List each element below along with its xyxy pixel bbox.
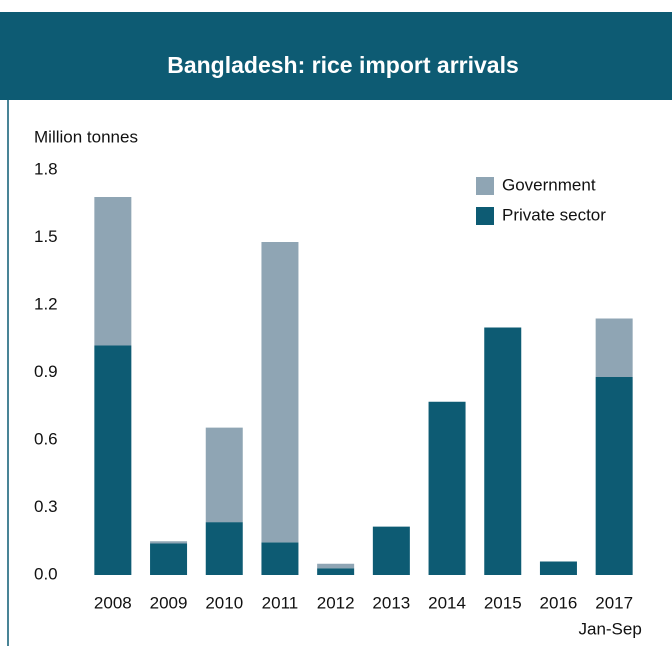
bar-segment [484,327,522,575]
y-tick-label: 1.8 [34,159,58,178]
bar-segment [150,543,188,575]
x-tick-label: 2015 [484,593,522,612]
x-tick-label: 2009 [150,593,188,612]
x-tick-label: 2011 [262,593,299,612]
y-axis-label: Million tonnes [34,127,138,146]
bar-segment [94,345,132,575]
bar-segment [372,526,410,575]
x-tick-label: 2010 [205,593,243,612]
legend-swatch [476,177,494,195]
x-tick-label: 2016 [540,593,578,612]
y-tick-label: 0.9 [34,362,58,381]
legend-label: Government [502,175,596,194]
bar-segment [317,568,355,575]
bar-segment [595,377,633,575]
bar-segment [205,522,243,575]
bar-segment [595,318,633,377]
bar-segment [428,401,466,575]
x-tick-label: 2008 [94,593,132,612]
y-tick-label: 1.2 [34,294,58,313]
x-tick-label: 2012 [317,593,355,612]
y-tick-label: 1.5 [34,227,58,246]
y-tick-label: 0.6 [34,429,58,448]
legend-swatch [476,207,494,225]
y-tick-label: 0.3 [34,497,58,516]
x-tick-label: 2013 [372,593,410,612]
x-tick-label: 2017 [595,593,633,612]
bar-segment [150,541,188,544]
bar-segment [205,427,243,523]
bar-segment [261,542,299,575]
y-tick-label: 0.0 [34,564,58,583]
bar-segment [539,561,577,575]
legend-label: Private sector [502,205,606,224]
chart-title: Bangladesh: rice import arrivals [167,52,519,78]
header-band [0,12,672,100]
bar-segment [94,197,132,346]
bar-segment [317,563,355,569]
x-tick-label: 2014 [428,593,466,612]
bar-segment [261,242,299,543]
x-tick-note: Jan-Sep [578,619,641,638]
